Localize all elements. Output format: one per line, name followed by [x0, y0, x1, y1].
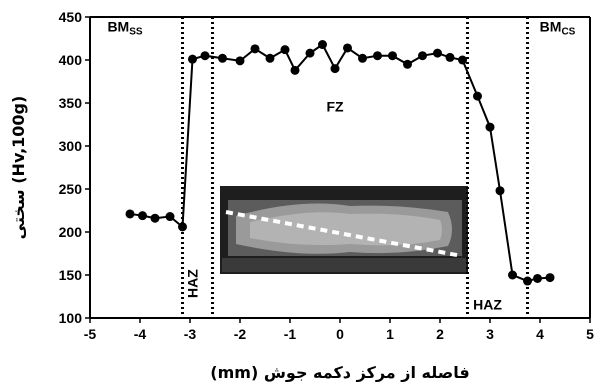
y-tick-label: 200 [59, 224, 83, 240]
data-point [150, 213, 160, 223]
region-label: FZ [326, 99, 344, 115]
data-point [358, 53, 367, 63]
y-axis-label: سختی (Hv,100g) [9, 96, 28, 240]
data-point [388, 51, 397, 61]
y-tick-label: 400 [59, 52, 83, 68]
region-label: HAZ [473, 296, 502, 312]
data-point [418, 51, 427, 61]
data-point [523, 276, 532, 286]
x-tick-label: 2 [436, 326, 444, 342]
y-tick-label: 300 [59, 138, 83, 154]
region-labels: BMSS BMCS FZ HAZ HAZ [107, 19, 575, 313]
hardness-series [125, 40, 555, 286]
region-label: BMCS [540, 19, 576, 38]
data-point [318, 40, 327, 50]
x-axis-label: فاصله از مرکز دکمه جوش (mm) [210, 363, 469, 382]
data-point [138, 211, 147, 221]
data-point [178, 222, 187, 232]
data-point [403, 59, 412, 69]
x-tick-label: 0 [336, 326, 344, 342]
data-point [305, 48, 315, 58]
data-point [473, 91, 482, 101]
data-point [235, 56, 245, 66]
data-point [188, 54, 197, 64]
data-point [485, 122, 495, 132]
x-tick-label: 3 [486, 326, 494, 342]
axis-ticks: -5 -4 -3 -2 -1 0 1 2 3 4 5 100 150 200 250 300 350 400 450 [59, 9, 594, 342]
data-point [508, 270, 517, 280]
x-tick-label: 1 [386, 326, 394, 342]
x-tick-label: -3 [184, 326, 197, 342]
y-tick-label: 150 [59, 267, 83, 283]
data-point [373, 51, 382, 61]
data-point [250, 44, 260, 54]
data-point [330, 64, 340, 74]
y-tick-label: 450 [59, 9, 83, 25]
data-point [495, 186, 505, 196]
data-point [218, 53, 227, 63]
region-boundaries [181, 17, 529, 318]
y-tick-label: 250 [59, 181, 83, 197]
data-point [265, 53, 275, 63]
data-point [545, 273, 555, 283]
data-point [445, 52, 455, 62]
data-point [343, 43, 352, 53]
x-tick-label: 5 [586, 326, 594, 342]
x-tick-label: 4 [536, 326, 544, 342]
x-tick-label: -2 [234, 326, 247, 342]
y-tick-label: 350 [59, 95, 83, 111]
data-point [165, 212, 175, 222]
data-point [533, 273, 542, 283]
data-point [125, 209, 135, 219]
region-label: BMSS [107, 19, 142, 38]
x-tick-label: -1 [284, 326, 297, 342]
data-point [433, 48, 442, 58]
data-point [458, 55, 467, 65]
y-tick-label: 100 [59, 310, 83, 326]
data-point [280, 45, 290, 55]
data-point [290, 65, 300, 75]
weld-micrograph-image [220, 186, 468, 274]
data-point [200, 51, 210, 61]
x-tick-label: -5 [84, 326, 97, 342]
region-label: HAZ [185, 269, 201, 298]
x-tick-label: -4 [134, 326, 147, 342]
